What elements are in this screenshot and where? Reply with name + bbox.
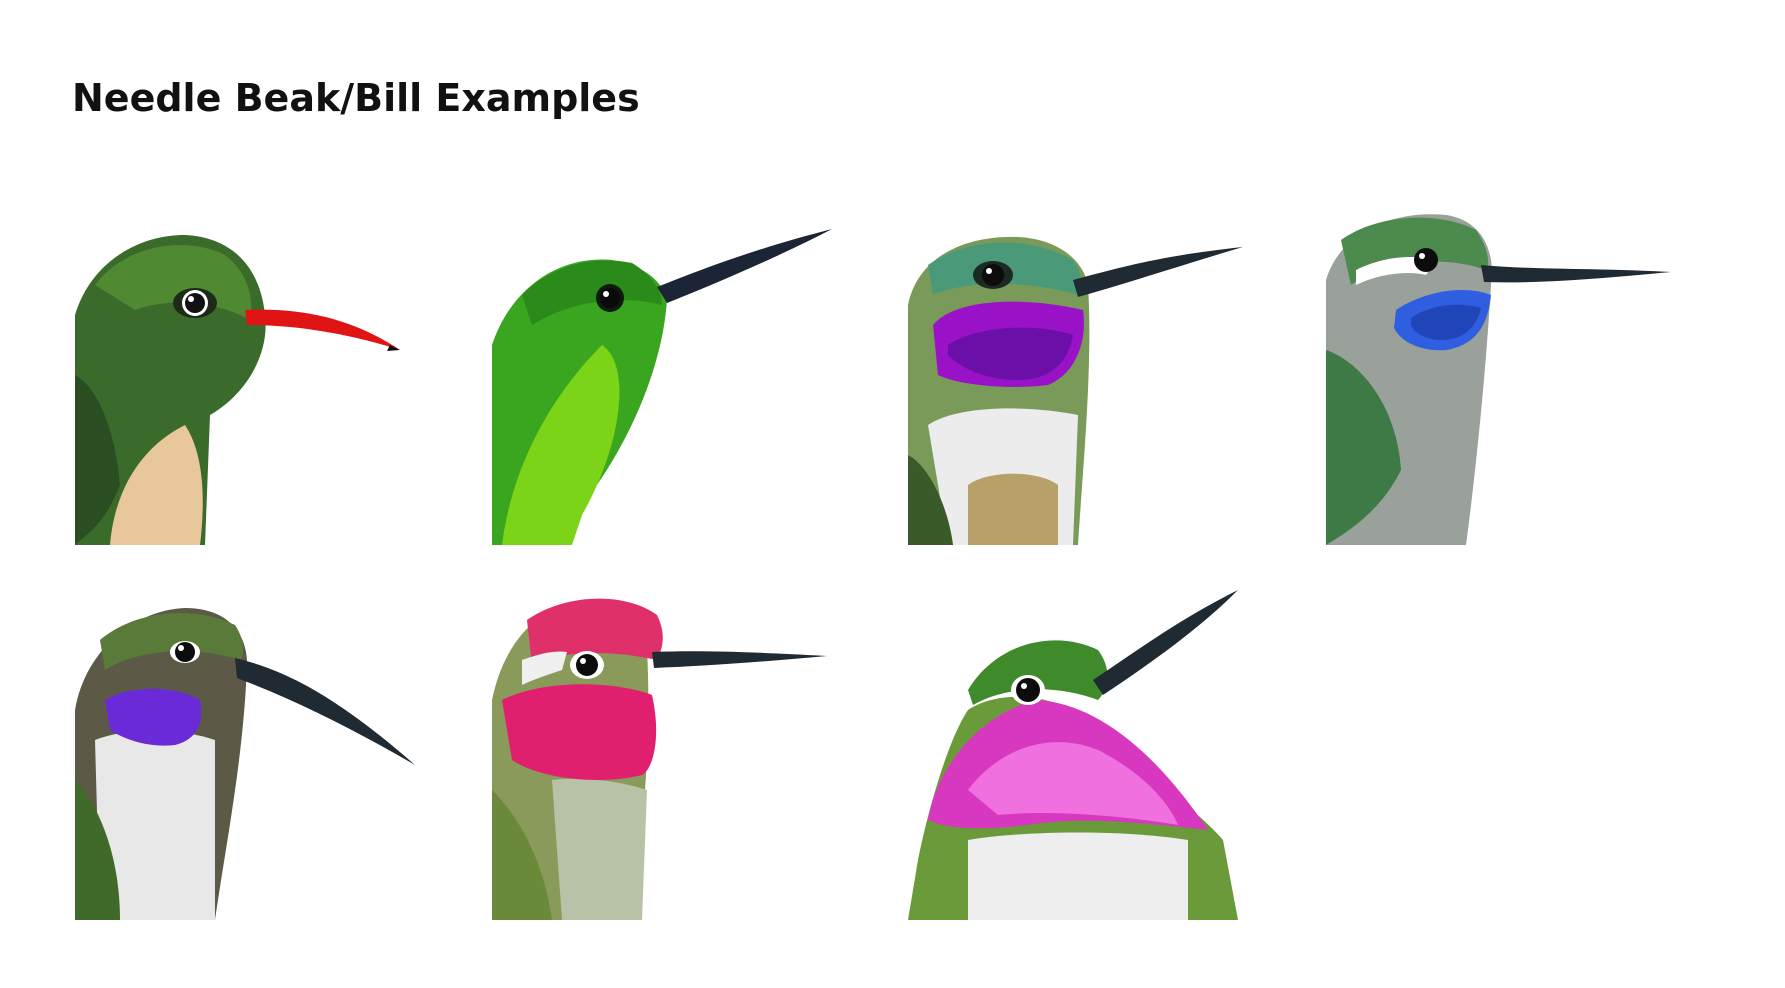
hummingbird-magenta-head-icon — [492, 598, 827, 920]
hummingbird-red-bill-icon — [75, 235, 400, 545]
hummingbird-red-bill-image — [75, 225, 420, 545]
hummingbird-blue-throat-image — [1326, 210, 1686, 545]
hummingbird-blue-throat-icon — [1326, 214, 1671, 545]
hummingbird-purple-gorget-image — [908, 225, 1253, 545]
page-title: Needle Beak/Bill Examples — [72, 76, 640, 120]
hummingbird-purple-gorget-icon — [908, 236, 1243, 545]
hummingbird-emerald-image — [492, 225, 837, 545]
hummingbird-emerald-icon — [492, 229, 832, 545]
hummingbird-pink-gorget-icon — [908, 590, 1238, 920]
hummingbird-magenta-head-image — [492, 590, 837, 920]
hummingbird-violet-throat-icon — [75, 608, 415, 920]
hummingbird-violet-throat-image — [75, 600, 420, 920]
hummingbird-pink-gorget-image — [908, 590, 1268, 920]
